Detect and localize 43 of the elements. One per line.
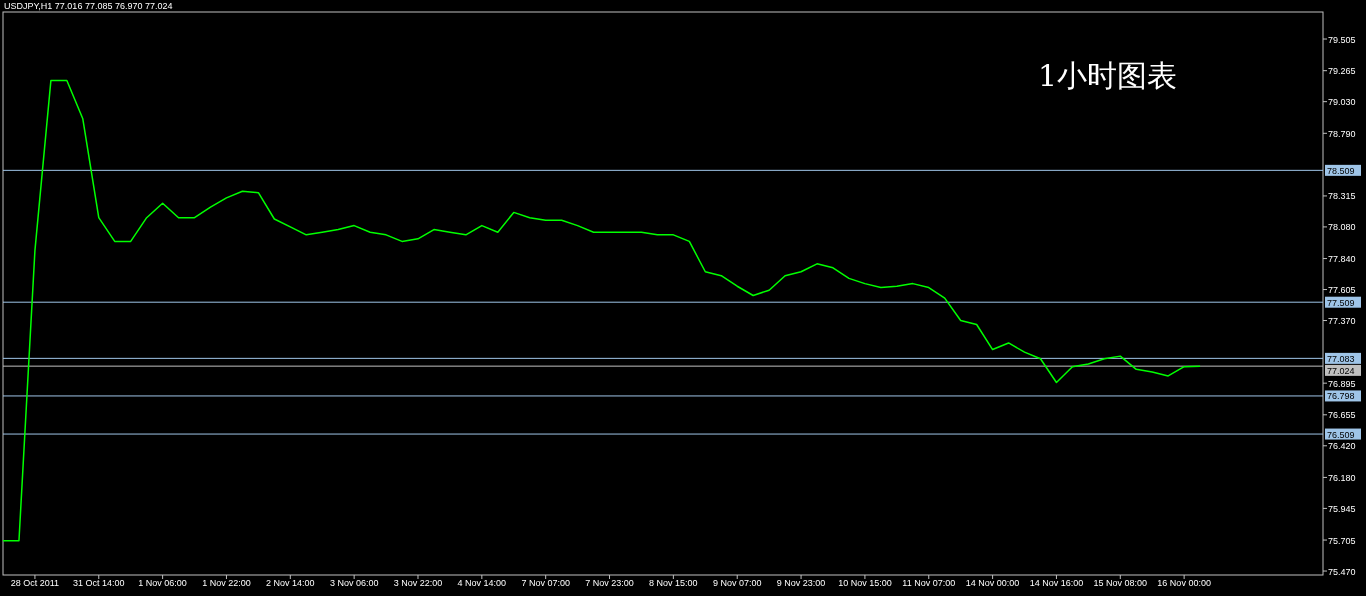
- y-tick-label: 79.505: [1328, 34, 1356, 45]
- ref-line-label: 76.798: [1327, 391, 1355, 402]
- x-tick-label: 11 Nov 07:00: [902, 578, 956, 588]
- x-tick-label: 7 Nov 07:00: [521, 578, 570, 588]
- x-tick-label: 15 Nov 08:00: [1093, 578, 1148, 588]
- x-tick-label: 14 Nov 16:00: [1029, 578, 1084, 588]
- y-tick-label: 77.605: [1328, 285, 1356, 296]
- y-tick-label: 78.790: [1328, 128, 1356, 139]
- x-tick-label: 1 Nov 06:00: [138, 578, 187, 588]
- x-tick-label: 28 Oct 2011: [10, 578, 60, 588]
- y-tick-label: 76.655: [1328, 410, 1356, 421]
- x-tick-label: 9 Nov 07:00: [712, 578, 762, 588]
- y-tick-label: 75.470: [1328, 566, 1356, 577]
- y-tick-label: 79.265: [1328, 66, 1356, 77]
- y-tick-label: 75.705: [1328, 535, 1356, 546]
- y-tick-label: 76.895: [1328, 378, 1356, 389]
- annotation: 1小时图表: [1038, 58, 1178, 93]
- x-tick-label: 14 Nov 00:00: [965, 578, 1020, 588]
- y-tick-label: 79.030: [1328, 97, 1356, 108]
- x-tick-label: 4 Nov 14:00: [457, 578, 507, 588]
- x-tick-label: 2 Nov 14:00: [266, 578, 315, 588]
- ref-line-label: 78.509: [1327, 165, 1355, 176]
- x-tick-label: 7 Nov 23:00: [585, 578, 634, 588]
- y-tick-label: 75.945: [1328, 503, 1356, 514]
- y-tick-label: 76.180: [1328, 472, 1356, 483]
- x-tick-label: 3 Nov 06:00: [329, 578, 379, 588]
- x-tick-label: 3 Nov 22:00: [393, 578, 443, 588]
- y-tick-label: 78.080: [1328, 222, 1356, 233]
- y-tick-label: 76.420: [1328, 441, 1356, 452]
- x-tick-label: 9 Nov 23:00: [776, 578, 826, 588]
- ref-line-label: 77.024: [1327, 365, 1355, 376]
- chart-title: USDJPY,H1 77.016 77.085 76.970 77.024: [4, 1, 173, 11]
- y-tick-label: 78.315: [1328, 191, 1356, 202]
- y-tick-label: 77.370: [1328, 316, 1356, 327]
- ref-line-label: 77.083: [1327, 353, 1355, 364]
- x-tick-label: 16 Nov 00:00: [1157, 578, 1211, 588]
- x-tick-label: 10 Nov 15:00: [838, 578, 892, 588]
- y-tick-label: 77.840: [1328, 254, 1356, 265]
- ref-line-label: 76.509: [1327, 429, 1355, 440]
- x-tick-label: 1 Nov 22:00: [202, 578, 251, 588]
- x-tick-label: 8 Nov 15:00: [649, 578, 698, 588]
- x-tick-label: 31 Oct 14:00: [72, 578, 125, 588]
- ref-line-label: 77.509: [1327, 297, 1355, 308]
